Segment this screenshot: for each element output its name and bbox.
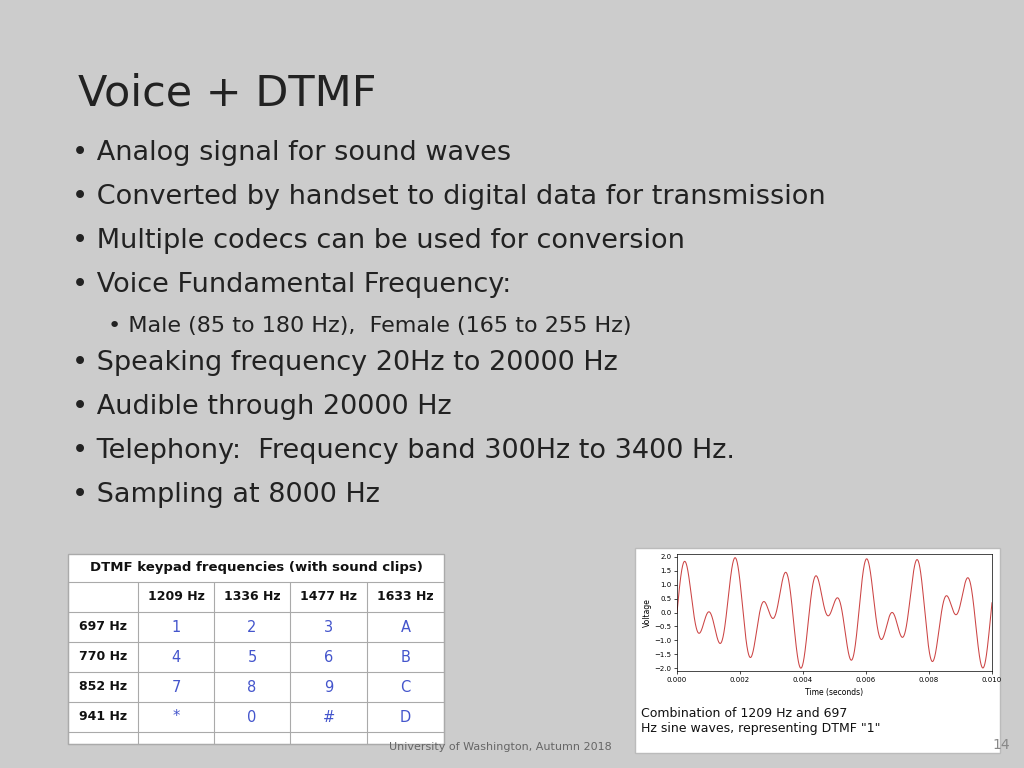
Text: D: D [400, 710, 411, 724]
Text: #: # [323, 710, 335, 724]
Y-axis label: Voltage: Voltage [642, 598, 651, 627]
Text: 1336 Hz: 1336 Hz [223, 591, 281, 604]
Text: Voice + DTMF: Voice + DTMF [78, 72, 377, 114]
Text: *: * [172, 710, 179, 724]
Text: • Telephony:  Frequency band 300Hz to 3400 Hz.: • Telephony: Frequency band 300Hz to 340… [72, 438, 735, 464]
Text: 770 Hz: 770 Hz [79, 650, 127, 664]
Text: 1477 Hz: 1477 Hz [300, 591, 357, 604]
Text: • Audible through 20000 Hz: • Audible through 20000 Hz [72, 394, 452, 420]
Text: 1633 Hz: 1633 Hz [377, 591, 434, 604]
Text: 1: 1 [171, 620, 180, 634]
Text: • Analog signal for sound waves: • Analog signal for sound waves [72, 140, 511, 166]
Text: 2: 2 [248, 620, 257, 634]
Text: • Speaking frequency 20Hz to 20000 Hz: • Speaking frequency 20Hz to 20000 Hz [72, 350, 617, 376]
Text: • Converted by handset to digital data for transmission: • Converted by handset to digital data f… [72, 184, 825, 210]
Text: DTMF keypad frequencies (with sound clips): DTMF keypad frequencies (with sound clip… [89, 561, 423, 574]
Text: B: B [400, 650, 411, 664]
Text: 4: 4 [171, 650, 180, 664]
Text: 1209 Hz: 1209 Hz [147, 591, 205, 604]
Text: • Male (85 to 180 Hz),  Female (165 to 255 Hz): • Male (85 to 180 Hz), Female (165 to 25… [108, 316, 632, 336]
FancyBboxPatch shape [635, 548, 1000, 753]
Text: C: C [400, 680, 411, 694]
Text: 7: 7 [171, 680, 180, 694]
FancyBboxPatch shape [68, 554, 444, 744]
Text: 852 Hz: 852 Hz [79, 680, 127, 694]
Text: A: A [400, 620, 411, 634]
Text: • Multiple codecs can be used for conversion: • Multiple codecs can be used for conver… [72, 228, 685, 254]
Text: University of Washington, Autumn 2018: University of Washington, Autumn 2018 [389, 742, 611, 752]
Text: 14: 14 [992, 738, 1010, 752]
Text: 0: 0 [248, 710, 257, 724]
Text: Combination of 1209 Hz and 697
Hz sine waves, representing DTMF "1": Combination of 1209 Hz and 697 Hz sine w… [641, 707, 881, 735]
Text: 3: 3 [324, 620, 333, 634]
Text: 6: 6 [324, 650, 333, 664]
X-axis label: Time (seconds): Time (seconds) [806, 688, 863, 697]
Text: 8: 8 [248, 680, 257, 694]
Text: 941 Hz: 941 Hz [79, 710, 127, 723]
Text: • Voice Fundamental Frequency:: • Voice Fundamental Frequency: [72, 272, 511, 298]
Text: 9: 9 [324, 680, 333, 694]
Text: • Sampling at 8000 Hz: • Sampling at 8000 Hz [72, 482, 380, 508]
Text: 697 Hz: 697 Hz [79, 621, 127, 634]
Text: 5: 5 [248, 650, 257, 664]
